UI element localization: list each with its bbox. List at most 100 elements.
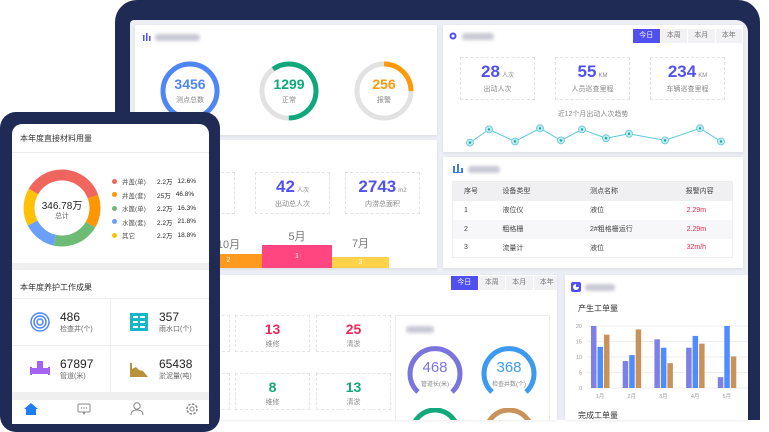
divider bbox=[12, 345, 209, 346]
gauge-value: 256 bbox=[372, 76, 396, 92]
bar bbox=[622, 361, 629, 388]
x-tick-label: 4月 bbox=[691, 393, 700, 400]
panel-title bbox=[585, 284, 615, 291]
trend-title: 近12个月出动人次趋势 bbox=[557, 111, 629, 118]
gauge-value: 1299 bbox=[273, 76, 305, 92]
trend-point-center bbox=[604, 137, 608, 140]
bar bbox=[591, 326, 597, 388]
panel-title bbox=[155, 34, 200, 41]
stat-unit: KM bbox=[698, 73, 708, 79]
sludge-icon bbox=[129, 359, 149, 379]
maintenance-stat-box: 25 清淤 bbox=[316, 315, 391, 352]
results-title: 本年度养护工作成果 bbox=[20, 283, 92, 292]
tab-1[interactable]: 本周 bbox=[660, 29, 687, 43]
legend-swatch bbox=[112, 205, 117, 211]
legend-amount: 2.2万 bbox=[157, 233, 173, 240]
table-cell: 液位 bbox=[590, 207, 604, 214]
divider bbox=[12, 152, 209, 153]
bar bbox=[604, 334, 610, 388]
y-tick-label: 15 bbox=[576, 340, 582, 346]
bar bbox=[597, 346, 603, 388]
trend-point-center bbox=[627, 132, 631, 135]
rank-month: 7月 bbox=[351, 238, 370, 250]
gauge-value: 3456 bbox=[174, 76, 206, 92]
bar-chart-icon bbox=[143, 33, 151, 41]
legend-pct: 12.6% bbox=[177, 177, 196, 185]
table-row[interactable]: 3 流量计 液位 32m/h bbox=[453, 239, 733, 258]
bar-chart-icon bbox=[453, 164, 463, 173]
patrol-stat-box: 55 KM 人员巡查里程 bbox=[555, 57, 630, 100]
gauge-label: 报警 bbox=[377, 97, 391, 104]
panel-title bbox=[462, 33, 494, 40]
result-cell: 357 雨水口(个) bbox=[111, 298, 209, 345]
tab-3[interactable]: 本年 bbox=[533, 276, 557, 290]
settings-icon[interactable] bbox=[185, 402, 199, 421]
x-tick-label: 1月 bbox=[596, 393, 605, 400]
column-header: 测点名称 bbox=[590, 188, 618, 196]
stat-label: 内涝总面积 bbox=[365, 201, 400, 208]
gauge-2: 256 报警 bbox=[354, 61, 414, 121]
table-row[interactable]: 2 粗格栅 2#粗格栅运行 2.29m bbox=[452, 219, 733, 239]
bar bbox=[629, 355, 635, 388]
realtime-table: 序号 设备类型 测点名称 报警内容 1 液位仪 液位 2.29m 2 粗格栅 2#粗格栅运行 2.2… bbox=[452, 181, 733, 258]
bar bbox=[635, 329, 642, 388]
flood-stat-box: 42 人次 出动总人次 bbox=[255, 172, 330, 214]
realtime-panel: 序号 设备类型 测点名称 报警内容 1 液位仪 液位 2.29m 2 粗格栅 2#粗格栅运行 2.2… bbox=[443, 157, 743, 268]
result-label: 检查井(个) bbox=[60, 325, 93, 333]
legend-amount: 2.2万 bbox=[157, 179, 173, 186]
tab-0[interactable]: 今日 bbox=[451, 276, 478, 290]
x-tick-label: 5月 bbox=[723, 393, 732, 400]
message-icon[interactable] bbox=[77, 402, 91, 420]
stat-label: 维修 bbox=[265, 341, 280, 348]
tab-0[interactable]: 今日 bbox=[633, 29, 660, 43]
legend-swatch bbox=[112, 232, 117, 238]
trend-point-center bbox=[580, 128, 584, 131]
user-icon[interactable] bbox=[130, 402, 144, 420]
result-cell: 67897 管道(米) bbox=[12, 345, 110, 392]
legend-item: 水篦(单) 2.2万 16.3% bbox=[112, 203, 196, 213]
home-icon[interactable] bbox=[24, 402, 38, 420]
rank-bar: 3 bbox=[332, 257, 389, 268]
flood-stat-box: 2743 m2 内涝总面积 bbox=[345, 172, 420, 214]
work-order-bar-chart: 0 5 10 15 20 1月 2月 3月 4月 5月 bbox=[576, 324, 748, 400]
rank-number: 1 bbox=[295, 253, 299, 260]
pipe-network-panel: 3456 测点总数 1299 正常 256 报警 bbox=[135, 25, 437, 135]
maintenance-stat-box: 8 维修 bbox=[235, 373, 310, 410]
stat-unit: 人次 bbox=[296, 188, 309, 194]
legend-swatch bbox=[112, 178, 117, 184]
stat-value: 42 bbox=[276, 177, 295, 196]
legend-name: 其它 bbox=[122, 233, 135, 240]
stat-value: 2743 bbox=[358, 177, 397, 196]
period-tabs: 今日 本周 本月 本年 bbox=[632, 29, 742, 43]
bar bbox=[667, 363, 673, 388]
dredging-results-card: 468 管道长(米) 368 检查井数(个) bbox=[395, 315, 550, 420]
tab-2[interactable]: 本月 bbox=[688, 29, 715, 43]
table-row[interactable]: 1 液位仪 液位 2.29m bbox=[453, 201, 733, 220]
table-cell: 液位 bbox=[590, 244, 604, 252]
result-gauge: 468 管道长(米) bbox=[406, 344, 464, 402]
table-cell: 2.29m bbox=[686, 225, 707, 233]
gauge-arc bbox=[407, 346, 463, 394]
manhole-icon bbox=[30, 311, 50, 332]
stat-value: 234 bbox=[667, 62, 697, 81]
tab-1[interactable]: 本周 bbox=[478, 276, 505, 290]
materials-donut-chart bbox=[23, 169, 101, 247]
rank-month: 5月 bbox=[288, 231, 306, 243]
table-cell: 2.29m bbox=[686, 206, 707, 214]
gauge-arc bbox=[481, 346, 537, 394]
rank-number: 3 bbox=[358, 259, 363, 266]
stat-value: 8 bbox=[268, 379, 277, 395]
legend-pct: 16.3% bbox=[177, 204, 196, 212]
stat-unit: KM bbox=[598, 73, 608, 79]
stat-label: 出动总人次 bbox=[275, 201, 310, 208]
result-gauge: 368 检查井数(个) bbox=[480, 344, 538, 402]
tab-3[interactable]: 本年 bbox=[715, 29, 742, 43]
result-value: 357 bbox=[159, 309, 180, 324]
tab-2[interactable]: 本月 bbox=[506, 276, 533, 290]
x-tick-label: 2月 bbox=[627, 393, 636, 400]
result-cell: 65438 淤泥量(吨) bbox=[111, 345, 209, 392]
table-header-row: 序号 设备类型 测点名称 报警内容 bbox=[452, 181, 733, 201]
stat-value: 25 bbox=[345, 321, 362, 337]
bar bbox=[730, 356, 737, 388]
trend-point-center bbox=[468, 141, 472, 144]
